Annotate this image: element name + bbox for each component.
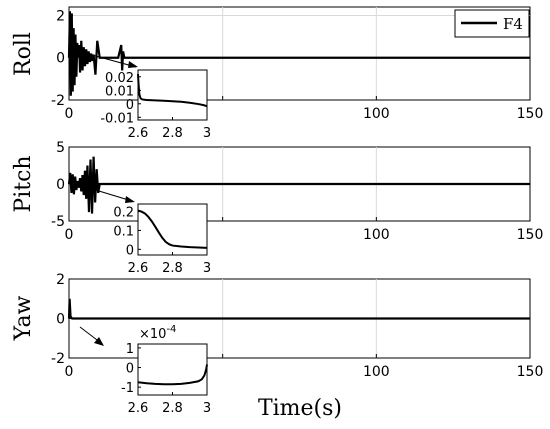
- yaw-ytick-label-0: -2: [51, 351, 65, 367]
- roll-inset-xticks: 2.6 2.8 3: [128, 117, 211, 141]
- roll-inset-line: [137, 73, 208, 108]
- roll-series-line: [67, 11, 530, 96]
- yaw-inset-ytick-label-1: 0: [126, 362, 134, 377]
- roll-ytick-label-1: 0: [56, 51, 65, 67]
- roll-inset: 0.020.010-0.01 2.6 2.8 3: [91, 54, 211, 141]
- pitch-inset: 0.2 0.1 0 2.6 2.8 3: [88, 187, 211, 276]
- pitch-inset-yticks: 0.2 0.1 0: [113, 206, 141, 258]
- yaw-panel: Yaw -202 0 100 150 Time(s) ×10-4 10-1 2.6 2…: [11, 272, 543, 421]
- pitch-inset-ytick-label-1: 0.1: [113, 224, 134, 239]
- yaw-inset: ×10-4 1 0 -1 2.6 2.8 3: [79, 324, 211, 416]
- roll-inset-xtick-label-0: 2.6: [128, 126, 149, 141]
- roll-inset-ytick-label-3: -0.01: [100, 111, 134, 126]
- roll-inset-ytick-label-2: 0: [126, 98, 134, 113]
- yaw-inset-yticks: 1 0 -1: [121, 342, 141, 396]
- yaw-ytick-label-1: 0: [56, 312, 65, 328]
- yaw-xtick-label-2: 100: [363, 364, 390, 380]
- roll-xtick-label-2: 100: [363, 106, 390, 122]
- pitch-inset-arrow-line: [88, 187, 133, 202]
- roll-ytick-label-2: 2: [56, 8, 65, 24]
- yaw-inset-line: [137, 364, 208, 386]
- yaw-inset-ytick-label-0: 1: [126, 342, 134, 357]
- pitch-panel: Pitch -505 0 100 150 0.20.10 2.6 2.8 3: [11, 140, 543, 276]
- legend: F4: [454, 9, 530, 38]
- roll-inset-ytick-label-1: 0.01: [105, 84, 134, 99]
- pitch-inset-xtick-label-1: 2.8: [162, 261, 183, 276]
- yaw-xticks: 0 100 150: [65, 354, 544, 380]
- roll-inset-xtick-label-1: 2.8: [162, 126, 183, 141]
- roll-xtick-label-3: 150: [517, 106, 544, 122]
- yaw-inset-xtick-label-1: 2.8: [162, 401, 183, 416]
- yaw-inset-xtick-label-2: 3: [203, 401, 211, 416]
- pitch-inset-xtick-label-0: 2.6: [128, 261, 149, 276]
- pitch-xtick-label-2: 100: [363, 227, 390, 243]
- pitch-inset-line: [137, 209, 208, 249]
- roll-inset-frame: [137, 69, 208, 121]
- yaw-ylabel: Yaw: [11, 295, 36, 341]
- x-axis-label: Time(s): [258, 396, 342, 421]
- pitch-ytick-label-0: -5: [51, 214, 65, 230]
- pitch-xtick-label-3: 150: [517, 227, 544, 243]
- roll-inset-yticks: 0.020.010-0.01: [100, 71, 141, 126]
- roll-ylabel: Roll: [11, 32, 36, 76]
- legend-label-f4: F4: [503, 15, 523, 33]
- yaw-series-line: [67, 298, 530, 320]
- roll-inset-xtick-label-2: 3: [203, 126, 211, 141]
- yaw-inset-ytick-label-2: -1: [121, 381, 134, 396]
- roll-inset-arrowhead: [128, 61, 138, 68]
- yaw-xtick-label-3: 150: [517, 364, 544, 380]
- pitch-inset-xticks: 2.6 2.8 3: [128, 252, 211, 276]
- pitch-yticks: -5 0 5: [51, 140, 73, 230]
- pitch-ylabel: Pitch: [11, 155, 36, 212]
- roll-inset-ytick-label-0: 0.02: [105, 71, 134, 86]
- pitch-inset-ytick-label-2: 0: [126, 243, 134, 258]
- yaw-ytick-label-2: 2: [56, 272, 65, 288]
- pitch-series-line: [67, 156, 530, 214]
- pitch-xticks: 0 100 150: [65, 217, 544, 243]
- pitch-inset-xtick-label-2: 3: [203, 261, 211, 276]
- roll-panel: Roll -202 0 100 150 F4 0.020.010-0.01 2.6 2…: [11, 6, 544, 141]
- yaw-inset-xticks: 2.6 2.8 3: [128, 392, 211, 416]
- pitch-inset-arrowhead: [125, 196, 135, 203]
- yaw-inset-arrowhead: [94, 337, 104, 346]
- roll-xtick-label-0: 0: [65, 106, 74, 122]
- yaw-inset-exponent: ×10-4: [139, 324, 176, 342]
- pitch-xtick-label-0: 0: [65, 227, 74, 243]
- yaw-inset-xtick-label-0: 2.6: [128, 401, 149, 416]
- roll-xticks: 0 100 150: [65, 96, 544, 122]
- roll-ytick-label-0: -2: [51, 93, 65, 109]
- pitch-ytick-label-1: 0: [56, 177, 65, 193]
- yaw-inset-frame: [137, 343, 208, 396]
- pitch-ytick-label-2: 5: [56, 140, 65, 156]
- pitch-inset-ytick-label-0: 0.2: [113, 206, 134, 221]
- yaw-xtick-label-0: 0: [65, 364, 74, 380]
